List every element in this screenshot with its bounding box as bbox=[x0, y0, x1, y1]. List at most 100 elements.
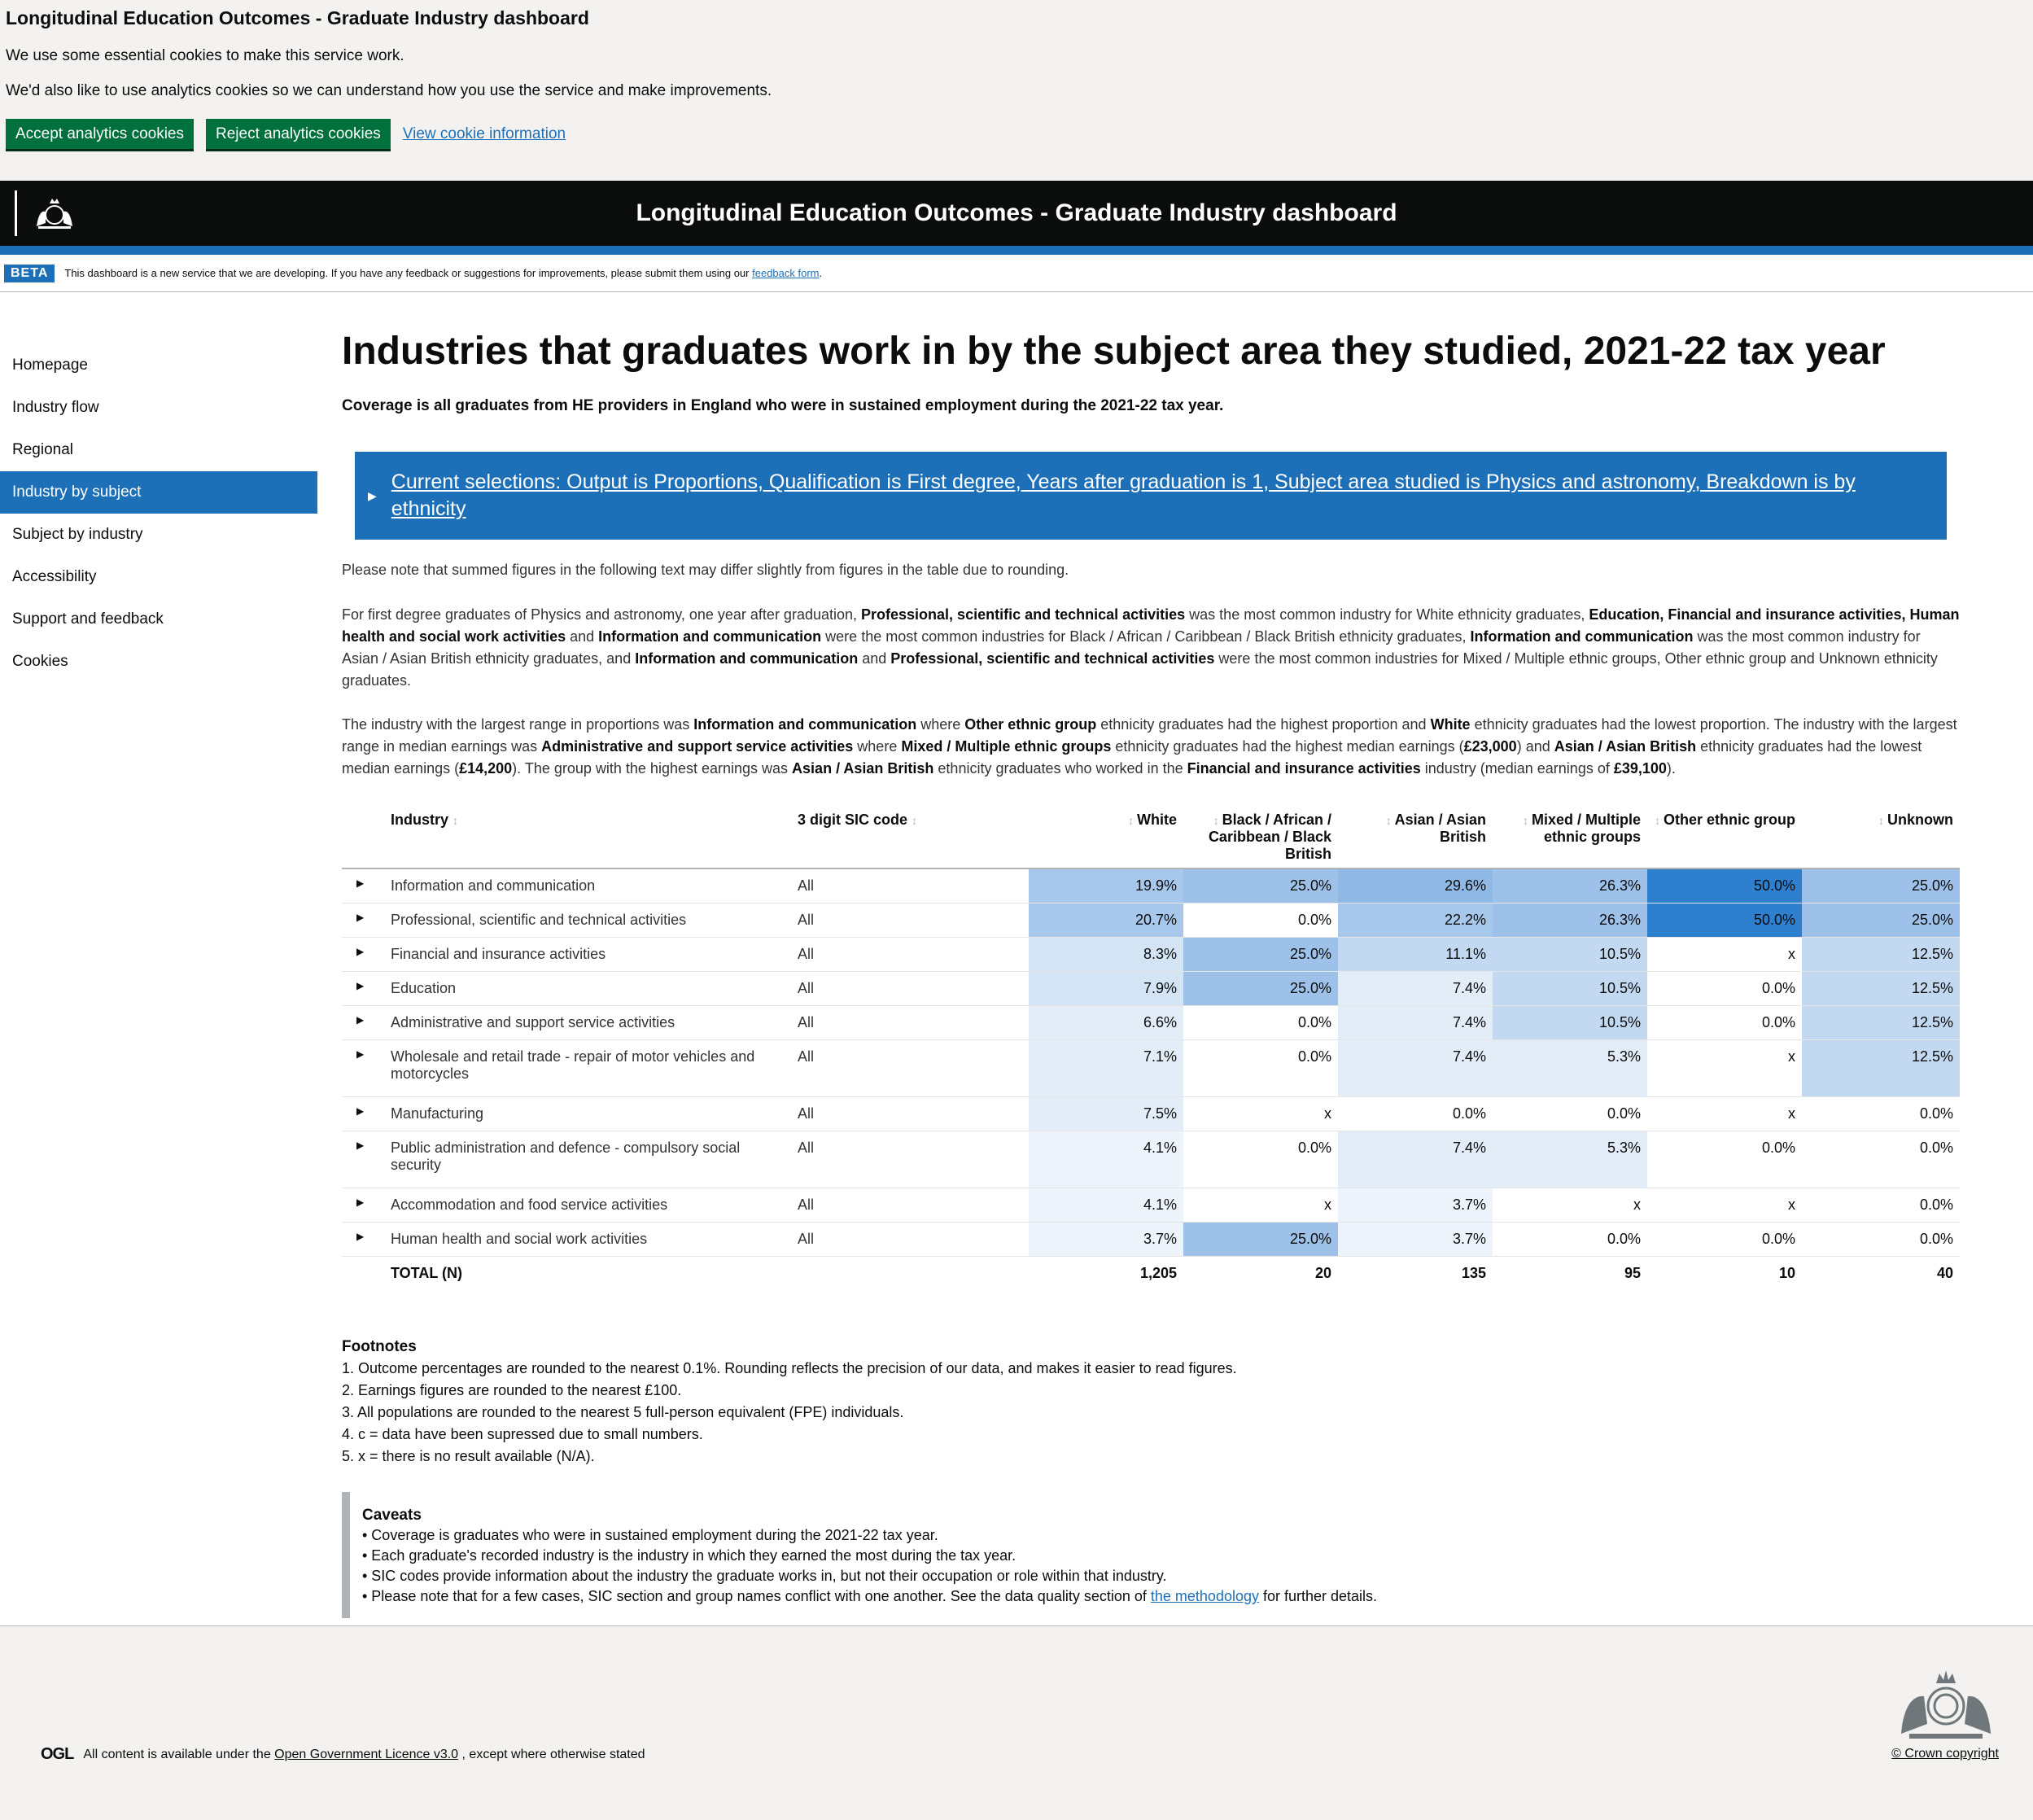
crown-copyright-link[interactable]: © Crown copyright bbox=[1891, 1747, 1999, 1761]
accept-analytics-cookies-button[interactable]: Accept analytics cookies bbox=[6, 119, 194, 149]
industry-cell: Financial and insurance activities bbox=[384, 937, 791, 972]
emphasis-text: Financial and insurance activities bbox=[1187, 760, 1421, 777]
royal-coat-of-arms-icon[interactable] bbox=[15, 190, 81, 236]
sidebar-item-support-and-feedback[interactable]: Support and feedback bbox=[12, 610, 164, 628]
expand-triangle-icon[interactable]: ▶ bbox=[342, 937, 384, 972]
paragraph-text: was the most common industry for Asian /… bbox=[342, 628, 1921, 667]
industry-cell: Professional, scientific and technical a… bbox=[384, 903, 791, 938]
table-row[interactable]: ▶ Manufacturing All 7.5% x 0.0% 0.0% x 0.0% bbox=[342, 1096, 1960, 1131]
view-cookie-information-link[interactable]: View cookie information bbox=[402, 125, 566, 142]
total-row: TOTAL (N) 1,205 20 135 95 10 40 bbox=[342, 1256, 1960, 1290]
value-cell: 50.0% bbox=[1647, 868, 1802, 903]
value-cell: x bbox=[1183, 1188, 1338, 1223]
value-cell: 0.0% bbox=[1647, 1005, 1802, 1040]
sort-arrows-icon: ↕ bbox=[912, 814, 918, 827]
cookie-buttons: Accept analytics cookies Reject analytic… bbox=[6, 119, 2027, 149]
value-cell: 0.0% bbox=[1647, 971, 1802, 1006]
paragraph-text: where bbox=[853, 738, 902, 755]
value-cell: 25.0% bbox=[1183, 868, 1338, 903]
value-cell: 11.1% bbox=[1338, 937, 1493, 972]
column-header-sic[interactable]: 3 digit SIC code ↕ bbox=[791, 800, 1029, 869]
sidebar-item-regional[interactable]: Regional bbox=[12, 441, 73, 458]
column-header-group[interactable]: ↕ Other ethnic group bbox=[1647, 800, 1802, 869]
site-header: Longitudinal Education Outcomes - Gradua… bbox=[0, 181, 2033, 255]
column-header-industry[interactable]: Industry ↕ bbox=[384, 800, 791, 869]
methodology-link[interactable]: the methodology bbox=[1150, 1588, 1259, 1604]
expand-triangle-icon[interactable]: ▶ bbox=[342, 1039, 384, 1097]
column-header-group[interactable]: ↕ Asian / Asian British bbox=[1338, 800, 1493, 869]
column-header-group[interactable]: ↕ Black / African / Caribbean / Black Br… bbox=[1183, 800, 1338, 869]
paragraph-text: where bbox=[916, 716, 965, 733]
sort-arrows-icon: ↕ bbox=[1523, 814, 1532, 827]
table-row[interactable]: ▶ Administrative and support service acti… bbox=[342, 1005, 1960, 1040]
total-label: TOTAL (N) bbox=[391, 1264, 462, 1281]
expand-triangle-icon[interactable]: ▶ bbox=[342, 1005, 384, 1040]
footnotes: Footnotes 1. Outcome percentages are rou… bbox=[342, 1336, 1960, 1468]
column-header-group-label: Black / African / Caribbean / Black Brit… bbox=[1208, 812, 1331, 862]
open-government-licence-link[interactable]: Open Government Licence v3.0 bbox=[274, 1747, 459, 1761]
value-cell: 26.3% bbox=[1493, 868, 1647, 903]
value-cell: 20.7% bbox=[1029, 903, 1183, 938]
footnote-item: 5. x = there is no result available (N/A… bbox=[342, 1448, 595, 1464]
sidebar-item-homepage[interactable]: Homepage bbox=[12, 357, 88, 374]
sidebar-item-industry-by-subject[interactable]: Industry by subject bbox=[0, 471, 317, 514]
industry-cell: Manufacturing bbox=[384, 1096, 791, 1131]
column-header-group[interactable]: ↕ Mixed / Multiple ethnic groups bbox=[1493, 800, 1647, 869]
value-cell: x bbox=[1647, 1096, 1802, 1131]
sort-arrows-icon: ↕ bbox=[453, 814, 459, 827]
table-row[interactable]: ▶ Wholesale and retail trade - repair of … bbox=[342, 1039, 1960, 1097]
expand-triangle-icon[interactable]: ▶ bbox=[342, 1188, 384, 1223]
table-body: ▶ Information and communication All 19.9% 25… bbox=[342, 868, 1960, 1290]
value-cell: 0.0% bbox=[1802, 1096, 1960, 1131]
value-cell: 5.3% bbox=[1493, 1039, 1647, 1097]
current-selections-link[interactable]: Current selections: Output is Proportion… bbox=[391, 470, 1856, 520]
value-cell: 0.0% bbox=[1493, 1222, 1647, 1257]
beta-banner: BETA This dashboard is a new service tha… bbox=[0, 255, 2033, 292]
reject-analytics-cookies-button[interactable]: Reject analytics cookies bbox=[206, 119, 391, 149]
emphasis-text: Education, Financial and insurance activ… bbox=[342, 606, 1960, 645]
table-row[interactable]: ▶ Accommodation and food service activiti… bbox=[342, 1188, 1960, 1223]
licence-prefix: All content is available under the bbox=[83, 1747, 271, 1761]
table-row[interactable]: ▶ Information and communication All 19.9% 25… bbox=[342, 868, 1960, 903]
table-row[interactable]: ▶ Education All 7.9% 25.0% 7.4% 10.5% 0.0% 12.5% bbox=[342, 971, 1960, 1006]
current-selections-panel[interactable]: ▶ Current selections: Output is Proporti… bbox=[355, 452, 1947, 540]
sidebar-item-cookies[interactable]: Cookies bbox=[12, 653, 68, 670]
value-cell: 0.0% bbox=[1338, 1096, 1493, 1131]
value-cell: 8.3% bbox=[1029, 937, 1183, 972]
expand-column-header bbox=[342, 800, 384, 869]
expand-triangle-icon[interactable]: ▶ bbox=[342, 1096, 384, 1131]
expand-triangle-icon[interactable]: ▶ bbox=[342, 868, 384, 903]
expand-triangle-icon[interactable]: ▶ bbox=[342, 1131, 384, 1188]
cookie-essential-text: We use some essential cookies to make th… bbox=[6, 47, 404, 64]
expand-triangle-icon[interactable]: ▶ bbox=[342, 971, 384, 1006]
table-row[interactable]: ▶ Human health and social work activities… bbox=[342, 1222, 1960, 1257]
column-header-group[interactable]: ↕ White bbox=[1029, 800, 1183, 869]
industry-cell: Wholesale and retail trade - repair of m… bbox=[384, 1039, 791, 1097]
value-cell: 12.5% bbox=[1802, 971, 1960, 1006]
emphasis-text: Asian / Asian British bbox=[792, 760, 934, 777]
emphasis-text: Professional, scientific and technical a… bbox=[861, 606, 1186, 623]
value-cell: 25.0% bbox=[1183, 971, 1338, 1006]
value-cell: 4.1% bbox=[1029, 1188, 1183, 1223]
value-cell: 6.6% bbox=[1029, 1005, 1183, 1040]
column-header-group[interactable]: ↕ Unknown bbox=[1802, 800, 1960, 869]
value-cell: 7.4% bbox=[1338, 1131, 1493, 1188]
sidebar-item-industry-flow[interactable]: Industry flow bbox=[12, 399, 99, 416]
feedback-form-link[interactable]: feedback form bbox=[752, 267, 820, 279]
sidebar-item-subject-by-industry[interactable]: Subject by industry bbox=[12, 526, 143, 543]
expand-triangle-icon[interactable]: ▶ bbox=[342, 903, 384, 938]
paragraph-text: For first degree graduates of Physics an… bbox=[342, 606, 862, 623]
footnote-item: 1. Outcome percentages are rounded to th… bbox=[342, 1360, 1237, 1376]
table-row[interactable]: ▶ Financial and insurance activities All 8.… bbox=[342, 937, 1960, 972]
column-header-group-label: Asian / Asian British bbox=[1394, 812, 1486, 845]
table-row[interactable]: ▶ Professional, scientific and technical … bbox=[342, 903, 1960, 938]
value-cell: 26.3% bbox=[1493, 903, 1647, 938]
caveat-text: for further details. bbox=[1258, 1588, 1378, 1604]
sidebar-item-accessibility[interactable]: Accessibility bbox=[12, 568, 97, 585]
sidebar-nav: Homepage Industry flow Regional Industry… bbox=[0, 292, 342, 1625]
table-row[interactable]: ▶ Public administration and defence - com… bbox=[342, 1131, 1960, 1188]
sort-arrows-icon: ↕ bbox=[1213, 814, 1222, 827]
paragraph-text: ). bbox=[1666, 760, 1676, 777]
expand-triangle-icon[interactable]: ▶ bbox=[342, 1222, 384, 1257]
value-cell: x bbox=[1647, 1039, 1802, 1097]
